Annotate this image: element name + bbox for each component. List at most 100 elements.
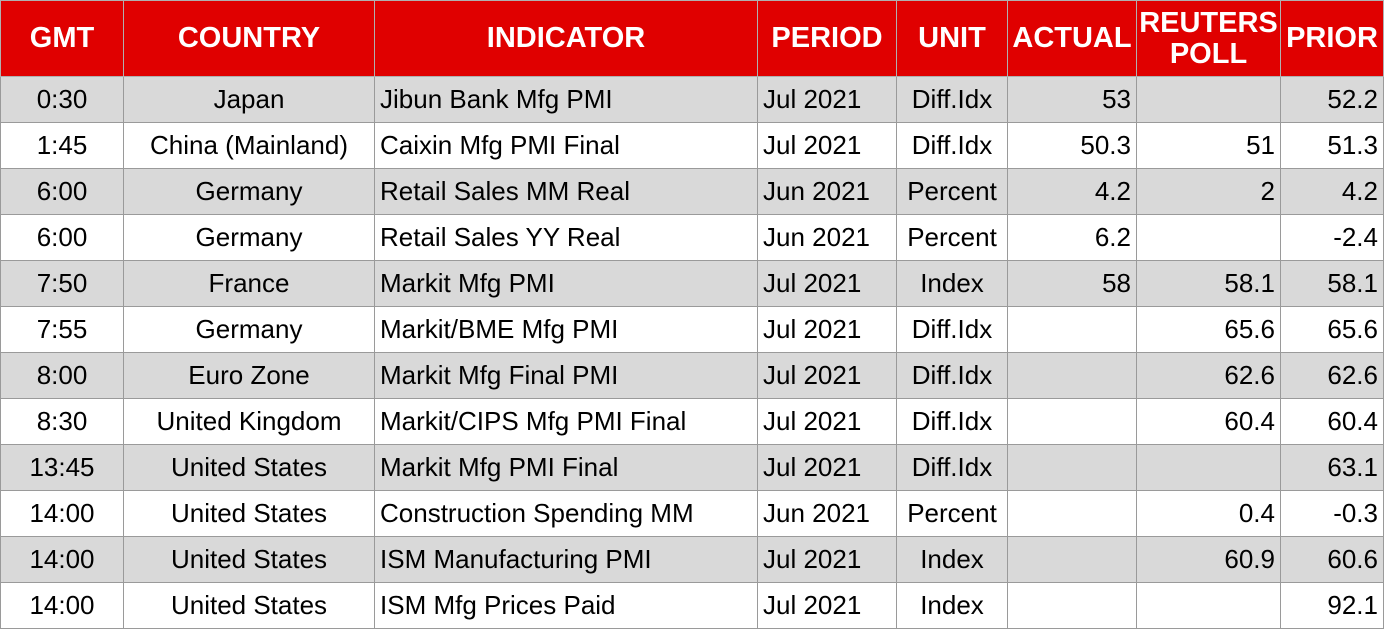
cell-prior: 92.1: [1280, 582, 1384, 629]
cell-unit: Index: [896, 582, 1008, 629]
cell-actual: [1007, 398, 1137, 445]
cell-unit: Percent: [896, 168, 1008, 215]
table-row: 6:00 Germany Retail Sales YY Real Jun 2021 P…: [0, 214, 1384, 261]
cell-unit: Diff.Idx: [896, 122, 1008, 169]
cell-gmt: 7:55: [0, 306, 124, 353]
cell-actual: [1007, 490, 1137, 537]
table-row: 0:30 Japan Jibun Bank Mfg PMI Jul 2021 Diff.…: [0, 76, 1384, 123]
cell-country: United States: [123, 536, 375, 583]
cell-period: Jul 2021: [757, 398, 897, 445]
cell-actual: [1007, 582, 1137, 629]
cell-indicator: Markit Mfg PMI: [374, 260, 758, 307]
cell-gmt: 14:00: [0, 490, 124, 537]
cell-gmt: 8:30: [0, 398, 124, 445]
cell-indicator: Retail Sales YY Real: [374, 214, 758, 261]
cell-period: Jun 2021: [757, 490, 897, 537]
table-row: 14:00 United States ISM Manufacturing PMI J…: [0, 536, 1384, 583]
cell-reuters-poll: 60.4: [1136, 398, 1281, 445]
cell-period: Jul 2021: [757, 352, 897, 399]
cell-reuters-poll: [1136, 444, 1281, 491]
cell-indicator: Markit/CIPS Mfg PMI Final: [374, 398, 758, 445]
table-row: 7:50 France Markit Mfg PMI Jul 2021 Index 58 5…: [0, 260, 1384, 307]
cell-country: United States: [123, 490, 375, 537]
cell-reuters-poll: 0.4: [1136, 490, 1281, 537]
cell-actual: [1007, 306, 1137, 353]
cell-indicator: ISM Manufacturing PMI: [374, 536, 758, 583]
cell-period: Jul 2021: [757, 536, 897, 583]
table-row: 14:00 United States Construction Spending …: [0, 490, 1384, 537]
header-reuters-poll: REUTERS POLL: [1136, 0, 1281, 77]
cell-country: United Kingdom: [123, 398, 375, 445]
table-row: 14:00 United States ISM Mfg Prices Paid Jul…: [0, 582, 1384, 629]
header-indicator: INDICATOR: [374, 0, 758, 77]
cell-prior: 65.6: [1280, 306, 1384, 353]
cell-country: Germany: [123, 214, 375, 261]
cell-indicator: Jibun Bank Mfg PMI: [374, 76, 758, 123]
cell-actual: 50.3: [1007, 122, 1137, 169]
header-period: PERIOD: [757, 0, 897, 77]
header-country: COUNTRY: [123, 0, 375, 77]
header-row: GMT COUNTRY INDICATOR PERIOD UNIT ACTUAL…: [0, 0, 1384, 77]
cell-country: Euro Zone: [123, 352, 375, 399]
cell-actual: [1007, 444, 1137, 491]
cell-reuters-poll: 51: [1136, 122, 1281, 169]
cell-gmt: 14:00: [0, 536, 124, 583]
table-row: 8:00 Euro Zone Markit Mfg Final PMI Jul 202…: [0, 352, 1384, 399]
cell-reuters-poll: 2: [1136, 168, 1281, 215]
cell-prior: 60.4: [1280, 398, 1384, 445]
cell-period: Jul 2021: [757, 444, 897, 491]
table-row: 6:00 Germany Retail Sales MM Real Jun 2021 P…: [0, 168, 1384, 215]
table-row: 13:45 United States Markit Mfg PMI Final Ju…: [0, 444, 1384, 491]
cell-country: Germany: [123, 306, 375, 353]
header-unit: UNIT: [896, 0, 1008, 77]
cell-country: France: [123, 260, 375, 307]
table-body: 0:30 Japan Jibun Bank Mfg PMI Jul 2021 Diff.…: [0, 76, 1384, 629]
cell-indicator: Markit Mfg Final PMI: [374, 352, 758, 399]
cell-unit: Diff.Idx: [896, 398, 1008, 445]
cell-prior: 52.2: [1280, 76, 1384, 123]
cell-actual: [1007, 536, 1137, 583]
header-actual: ACTUAL: [1007, 0, 1137, 77]
cell-country: Japan: [123, 76, 375, 123]
cell-actual: [1007, 352, 1137, 399]
cell-unit: Diff.Idx: [896, 444, 1008, 491]
cell-gmt: 0:30: [0, 76, 124, 123]
cell-unit: Diff.Idx: [896, 76, 1008, 123]
cell-prior: 63.1: [1280, 444, 1384, 491]
cell-actual: 58: [1007, 260, 1137, 307]
cell-prior: 60.6: [1280, 536, 1384, 583]
cell-indicator: Construction Spending MM: [374, 490, 758, 537]
cell-gmt: 7:50: [0, 260, 124, 307]
cell-reuters-poll: [1136, 582, 1281, 629]
cell-country: United States: [123, 444, 375, 491]
table-row: 1:45 China (Mainland) Caixin Mfg PMI Final…: [0, 122, 1384, 169]
cell-country: Germany: [123, 168, 375, 215]
cell-reuters-poll: [1136, 214, 1281, 261]
header-gmt: GMT: [0, 0, 124, 77]
cell-gmt: 13:45: [0, 444, 124, 491]
table-row: 8:30 United Kingdom Markit/CIPS Mfg PMI Fi…: [0, 398, 1384, 445]
cell-period: Jul 2021: [757, 260, 897, 307]
cell-prior: -0.3: [1280, 490, 1384, 537]
cell-indicator: ISM Mfg Prices Paid: [374, 582, 758, 629]
cell-period: Jul 2021: [757, 76, 897, 123]
cell-gmt: 14:00: [0, 582, 124, 629]
cell-reuters-poll: 62.6: [1136, 352, 1281, 399]
cell-prior: 4.2: [1280, 168, 1384, 215]
cell-period: Jun 2021: [757, 168, 897, 215]
cell-reuters-poll: 60.9: [1136, 536, 1281, 583]
cell-actual: 4.2: [1007, 168, 1137, 215]
cell-period: Jun 2021: [757, 214, 897, 261]
cell-unit: Index: [896, 260, 1008, 307]
cell-indicator: Markit Mfg PMI Final: [374, 444, 758, 491]
cell-unit: Diff.Idx: [896, 352, 1008, 399]
table-row: 7:55 Germany Markit/BME Mfg PMI Jul 2021 Dif…: [0, 306, 1384, 353]
cell-reuters-poll: 65.6: [1136, 306, 1281, 353]
table-header: GMT COUNTRY INDICATOR PERIOD UNIT ACTUAL…: [0, 0, 1384, 77]
cell-prior: 58.1: [1280, 260, 1384, 307]
cell-period: Jul 2021: [757, 582, 897, 629]
cell-period: Jul 2021: [757, 306, 897, 353]
cell-gmt: 8:00: [0, 352, 124, 399]
cell-period: Jul 2021: [757, 122, 897, 169]
